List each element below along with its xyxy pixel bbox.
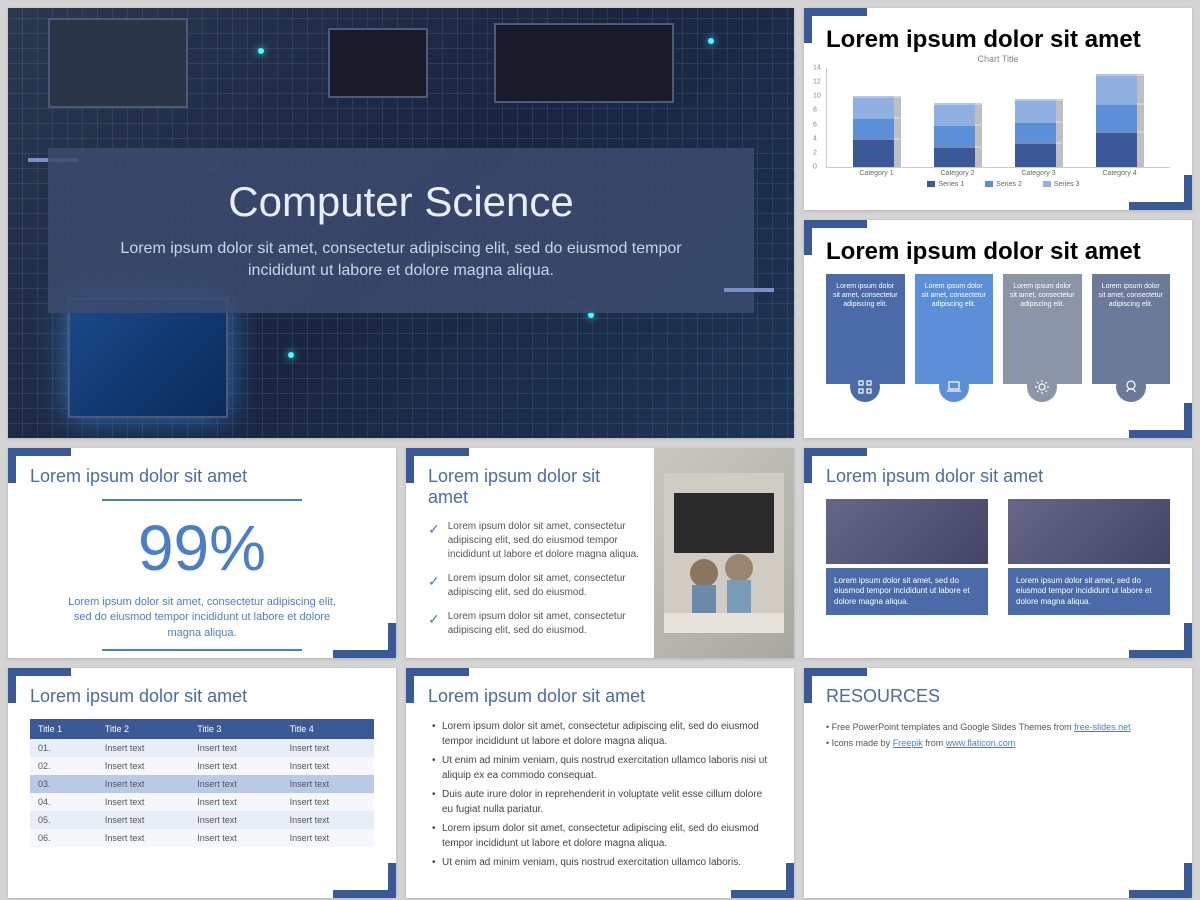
slide-heading: Lorem ipsum dolor sit amet — [30, 686, 374, 707]
bullet-item: Lorem ipsum dolor sit amet, consectetur … — [432, 821, 772, 851]
resource-line: • Free PowerPoint templates and Google S… — [826, 719, 1170, 735]
info-card-1: Lorem ipsum dolor sit amet, consectetur … — [915, 274, 994, 384]
table-row: 04.Insert textInsert textInsert text — [30, 793, 374, 811]
main-heading: Computer Science — [88, 178, 714, 226]
bar-0 — [853, 96, 901, 167]
resource-link[interactable]: www.flaticon.com — [946, 738, 1016, 748]
table-header: Title 1 — [30, 719, 97, 739]
resource-link[interactable]: free-slides.net — [1074, 722, 1131, 732]
image-box-1: Lorem ipsum dolor sit amet, sed do eiusm… — [1008, 499, 1170, 615]
gear-icon — [1027, 372, 1057, 402]
title-slide: Computer Science Lorem ipsum dolor sit a… — [8, 8, 794, 438]
resources-slide: RESOURCES • Free PowerPoint templates an… — [804, 668, 1192, 898]
photo-placeholder — [654, 448, 794, 658]
check-text: Lorem ipsum dolor sit amet, consectetur … — [448, 572, 644, 600]
slide-heading: RESOURCES — [826, 686, 1170, 707]
bullets-slide: Lorem ipsum dolor sit amet Lorem ipsum d… — [406, 668, 794, 898]
check-text: Lorem ipsum dolor sit amet, consectetur … — [448, 520, 644, 562]
table-row: 06.Insert textInsert textInsert text — [30, 829, 374, 847]
big-percentage: 99% — [30, 511, 374, 585]
slide-heading: Lorem ipsum dolor sit amet — [428, 466, 644, 508]
percent-slide: Lorem ipsum dolor sit amet 99% Lorem ips… — [8, 448, 396, 658]
chart-slide: Lorem ipsum dolor sit amet Chart Title 0… — [804, 8, 1192, 210]
slide-heading: Lorem ipsum dolor sit amet — [826, 238, 1170, 266]
slide-heading: Lorem ipsum dolor sit amet — [826, 26, 1170, 54]
bar-1 — [934, 103, 982, 167]
check-item: ✓ Lorem ipsum dolor sit amet, consectetur… — [428, 610, 644, 638]
table-row: 05.Insert textInsert textInsert text — [30, 811, 374, 829]
bullet-item: Ut enim ad minim veniam, quis nostrud ex… — [432, 855, 772, 870]
table-slide: Lorem ipsum dolor sit amet Title 1Title … — [8, 668, 396, 898]
bullet-item: Duis aute irure dolor in reprehenderit i… — [432, 787, 772, 817]
grid-icon — [850, 372, 880, 402]
laptop-icon — [939, 372, 969, 402]
chart-title: Chart Title — [826, 54, 1170, 64]
check-icon: ✓ — [428, 572, 440, 600]
table-header: Title 2 — [97, 719, 189, 739]
title-overlay: Computer Science Lorem ipsum dolor sit a… — [48, 148, 754, 313]
slide-heading: Lorem ipsum dolor sit amet — [30, 466, 374, 487]
checklist-slide: Lorem ipsum dolor sit amet ✓Lorem ipsum … — [406, 448, 794, 658]
head-icon — [1116, 372, 1146, 402]
slide-heading: Lorem ipsum dolor sit amet — [428, 686, 772, 707]
bullet-item: Lorem ipsum dolor sit amet, consectetur … — [432, 719, 772, 749]
image-placeholder — [1008, 499, 1170, 564]
table-row: 02.Insert textInsert textInsert text — [30, 757, 374, 775]
data-table: Title 1Title 2Title 3Title 401.Insert te… — [30, 719, 374, 847]
table-header: Title 4 — [282, 719, 374, 739]
bar-3 — [1096, 74, 1144, 167]
image-caption: Lorem ipsum dolor sit amet, sed do eiusm… — [826, 568, 988, 615]
check-text: Lorem ipsum dolor sit amet, consectetur … — [448, 610, 644, 638]
images-slide: Lorem ipsum dolor sit amet Lorem ipsum d… — [804, 448, 1192, 658]
table-row: 03.Insert textInsert textInsert text — [30, 775, 374, 793]
check-icon: ✓ — [428, 610, 440, 638]
info-card-2: Lorem ipsum dolor sit amet, consectetur … — [1003, 274, 1082, 384]
main-subtitle: Lorem ipsum dolor sit amet, consectetur … — [88, 238, 714, 283]
slide-heading: Lorem ipsum dolor sit amet — [826, 466, 1170, 487]
bar-2 — [1015, 99, 1063, 167]
cards-slide: Lorem ipsum dolor sit amet Lorem ipsum d… — [804, 220, 1192, 438]
resource-line: • Icons made by Freepik from www.flatico… — [826, 735, 1170, 751]
image-placeholder — [826, 499, 988, 564]
bullet-item: Ut enim ad minim veniam, quis nostrud ex… — [432, 753, 772, 783]
table-header: Title 3 — [189, 719, 281, 739]
stacked-bar-chart: 02468101214 — [826, 68, 1170, 168]
resource-link[interactable]: Freepik — [893, 738, 923, 748]
info-card-0: Lorem ipsum dolor sit amet, consectetur … — [826, 274, 905, 384]
percent-subtitle: Lorem ipsum dolor sit amet, consectetur … — [30, 595, 374, 641]
table-row: 01.Insert textInsert textInsert text — [30, 739, 374, 757]
image-caption: Lorem ipsum dolor sit amet, sed do eiusm… — [1008, 568, 1170, 615]
check-icon: ✓ — [428, 520, 440, 562]
check-item: ✓ Lorem ipsum dolor sit amet, consectetur… — [428, 572, 644, 600]
check-item: ✓Lorem ipsum dolor sit amet, consectetur… — [428, 520, 644, 562]
info-card-3: Lorem ipsum dolor sit amet, consectetur … — [1092, 274, 1171, 384]
image-box-0: Lorem ipsum dolor sit amet, sed do eiusm… — [826, 499, 988, 615]
